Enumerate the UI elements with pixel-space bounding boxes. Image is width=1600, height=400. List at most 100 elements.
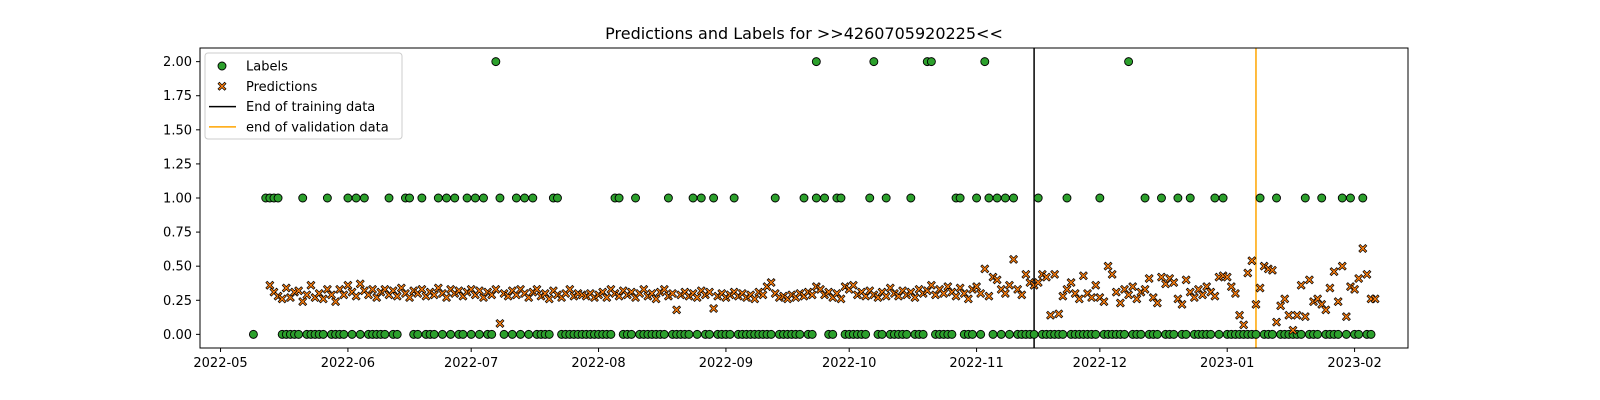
label-point xyxy=(384,193,394,203)
label-point xyxy=(811,193,821,203)
prediction-point xyxy=(1169,278,1179,288)
label-point xyxy=(516,329,525,339)
y-tick-label: 1.00 xyxy=(163,192,192,207)
label-point xyxy=(1272,193,1281,203)
legend-label: End of training data xyxy=(246,100,375,115)
prediction-point xyxy=(1321,305,1331,315)
prediction-point xyxy=(1132,294,1142,304)
prediction-point xyxy=(1288,325,1298,335)
label-point xyxy=(725,329,735,339)
y-tick-label: 0.75 xyxy=(163,226,192,241)
label-point xyxy=(869,57,879,67)
legend-label: Labels xyxy=(246,60,288,75)
label-point xyxy=(405,193,415,203)
label-point xyxy=(318,329,328,339)
label-point xyxy=(799,193,809,203)
y-axis: 0.00 0.25 0.50 0.75 1.00 1.25 1.50 1.75 2.00 xyxy=(163,55,200,343)
prediction-point xyxy=(1062,284,1072,294)
label-point xyxy=(1267,329,1277,339)
y-tick-label: 1.75 xyxy=(163,89,192,104)
label-point xyxy=(947,329,957,339)
prediction-point xyxy=(1091,280,1101,290)
x-tick-label: 2022-08 xyxy=(571,356,625,371)
prediction-point xyxy=(639,284,649,294)
label-point xyxy=(1210,193,1220,203)
label-point xyxy=(770,193,780,203)
label-point xyxy=(688,193,698,203)
label-point xyxy=(1181,329,1191,339)
y-tick-label: 1.50 xyxy=(163,123,192,138)
prediction-point xyxy=(1337,261,1347,271)
label-point xyxy=(865,193,875,203)
label-point xyxy=(511,193,521,203)
label-point xyxy=(1354,329,1364,339)
prediction-point xyxy=(306,280,316,290)
x-tick-label: 2022-10 xyxy=(822,356,876,371)
x-axis: 2022-05 2022-06 2022-07 2022-08 2022-09 2022-… xyxy=(193,348,1382,371)
label-point xyxy=(380,329,390,339)
chart-title: Predictions and Labels for >>42607059202… xyxy=(605,24,1003,43)
y-tick-label: 2.00 xyxy=(163,55,192,70)
prediction-point xyxy=(1198,290,1208,300)
prediction-point xyxy=(1325,283,1335,293)
label-point xyxy=(433,193,443,203)
legend-box xyxy=(204,52,403,140)
x-tick-label: 2022-11 xyxy=(949,356,1003,371)
prediction-point xyxy=(1255,283,1265,293)
label-point xyxy=(294,329,304,339)
label-point xyxy=(524,329,534,339)
prediction-point xyxy=(331,297,341,307)
label-point xyxy=(446,329,456,339)
label-point xyxy=(1255,193,1265,203)
label-point xyxy=(729,193,739,203)
label-point xyxy=(684,329,694,339)
prediction-point xyxy=(807,290,817,300)
prediction-point xyxy=(405,293,415,303)
label-point xyxy=(968,329,977,339)
label-point xyxy=(1218,193,1228,203)
prediction-point xyxy=(1004,280,1014,290)
prediction-point xyxy=(1222,272,1232,282)
label-point xyxy=(1366,329,1376,339)
label-point xyxy=(902,329,912,339)
label-point xyxy=(861,329,871,339)
label-point xyxy=(881,193,891,203)
label-point xyxy=(811,57,821,67)
label-point xyxy=(1346,193,1355,203)
label-point xyxy=(926,57,936,67)
label-point xyxy=(918,329,928,339)
x-tick-label: 2023-02 xyxy=(1327,356,1381,371)
prediction-point xyxy=(1300,312,1310,322)
prediction-point xyxy=(1362,269,1372,279)
label-point xyxy=(877,329,887,339)
label-point xyxy=(1313,329,1323,339)
prediction-point xyxy=(1103,261,1113,271)
prediction-point xyxy=(980,264,990,274)
label-point xyxy=(1206,329,1216,339)
prediction-point xyxy=(281,283,291,293)
label-point xyxy=(996,329,1006,339)
y-tick-label: 0.25 xyxy=(163,294,192,309)
prediction-point xyxy=(1156,272,1166,282)
legend-marker xyxy=(217,81,227,91)
y-tick-label: 0.00 xyxy=(163,328,192,343)
prediction-point xyxy=(709,303,719,313)
prediction-point xyxy=(1124,290,1134,300)
x-tick-label: 2022-05 xyxy=(193,356,247,371)
prediction-point xyxy=(1087,293,1097,303)
label-point xyxy=(1136,329,1146,339)
prediction-point xyxy=(318,294,328,304)
prediction-point xyxy=(705,287,714,297)
label-point xyxy=(450,193,460,203)
label-point xyxy=(972,193,982,203)
label-point xyxy=(1185,193,1195,203)
label-point xyxy=(507,329,517,339)
prediction-point xyxy=(848,280,858,290)
legend: Labels Predictions End of training data end… xyxy=(204,52,403,140)
label-point xyxy=(984,193,994,203)
label-point xyxy=(1124,57,1134,67)
label-point xyxy=(499,329,509,339)
label-point xyxy=(1333,329,1343,339)
prediction-point xyxy=(672,305,682,315)
label-point xyxy=(606,329,616,339)
